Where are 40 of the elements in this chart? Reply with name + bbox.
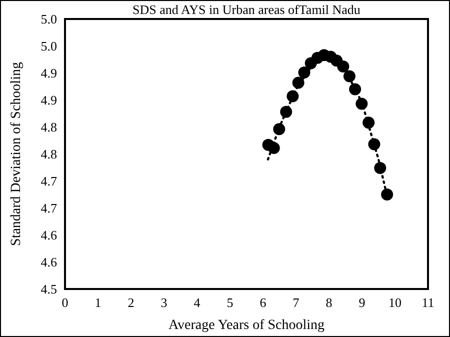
x-tick-label: 8 — [326, 295, 332, 310]
point — [381, 188, 394, 200]
chart-title: SDS and AYS in Urban areas ofTamil Nadu — [132, 2, 361, 17]
point — [292, 76, 304, 89]
x-tick-label: 4 — [194, 295, 201, 310]
y-tick-label: 4.7 — [40, 200, 58, 216]
point — [343, 70, 356, 82]
x-tick-label: 11 — [422, 295, 434, 310]
y-tick-label: 4.8 — [40, 120, 57, 135]
x-tick-label: 3 — [160, 295, 168, 310]
point — [337, 60, 350, 73]
x-tick-label: 1 — [94, 295, 102, 310]
y-axis-title: Standard Deviation of Schooling — [9, 62, 24, 246]
point — [268, 142, 280, 154]
point — [356, 98, 368, 110]
point — [273, 123, 286, 136]
y-tick-label: 4.9 — [40, 92, 57, 108]
x-axis-title: Average Years of Schooling — [168, 318, 325, 333]
x-tick-label: 5 — [226, 295, 234, 310]
y-tick-label: 5.0 — [40, 38, 57, 54]
point — [374, 162, 386, 174]
y-tick-label: 4.6 — [40, 254, 58, 270]
x-tick-label: 0 — [62, 295, 68, 310]
y-tick-label: 4.9 — [40, 66, 57, 81]
x-tick-label: 6 — [260, 295, 267, 310]
y-tick-label: 4.5 — [40, 282, 57, 297]
x-tick-label: 7 — [292, 295, 300, 310]
y-tick-label: 4.6 — [40, 228, 58, 243]
y-tick-label: 4.7 — [40, 174, 58, 189]
x-tick-label: 9 — [358, 295, 366, 310]
point — [362, 116, 375, 129]
point — [368, 138, 380, 150]
point — [298, 66, 310, 78]
point — [286, 90, 299, 102]
y-tick-label: 5.0 — [40, 12, 57, 27]
x-tick-label: 2 — [128, 295, 134, 310]
y-tick-label: 4.8 — [40, 146, 57, 162]
x-tick-label: 10 — [388, 295, 402, 310]
point — [280, 106, 292, 118]
point — [349, 83, 362, 96]
